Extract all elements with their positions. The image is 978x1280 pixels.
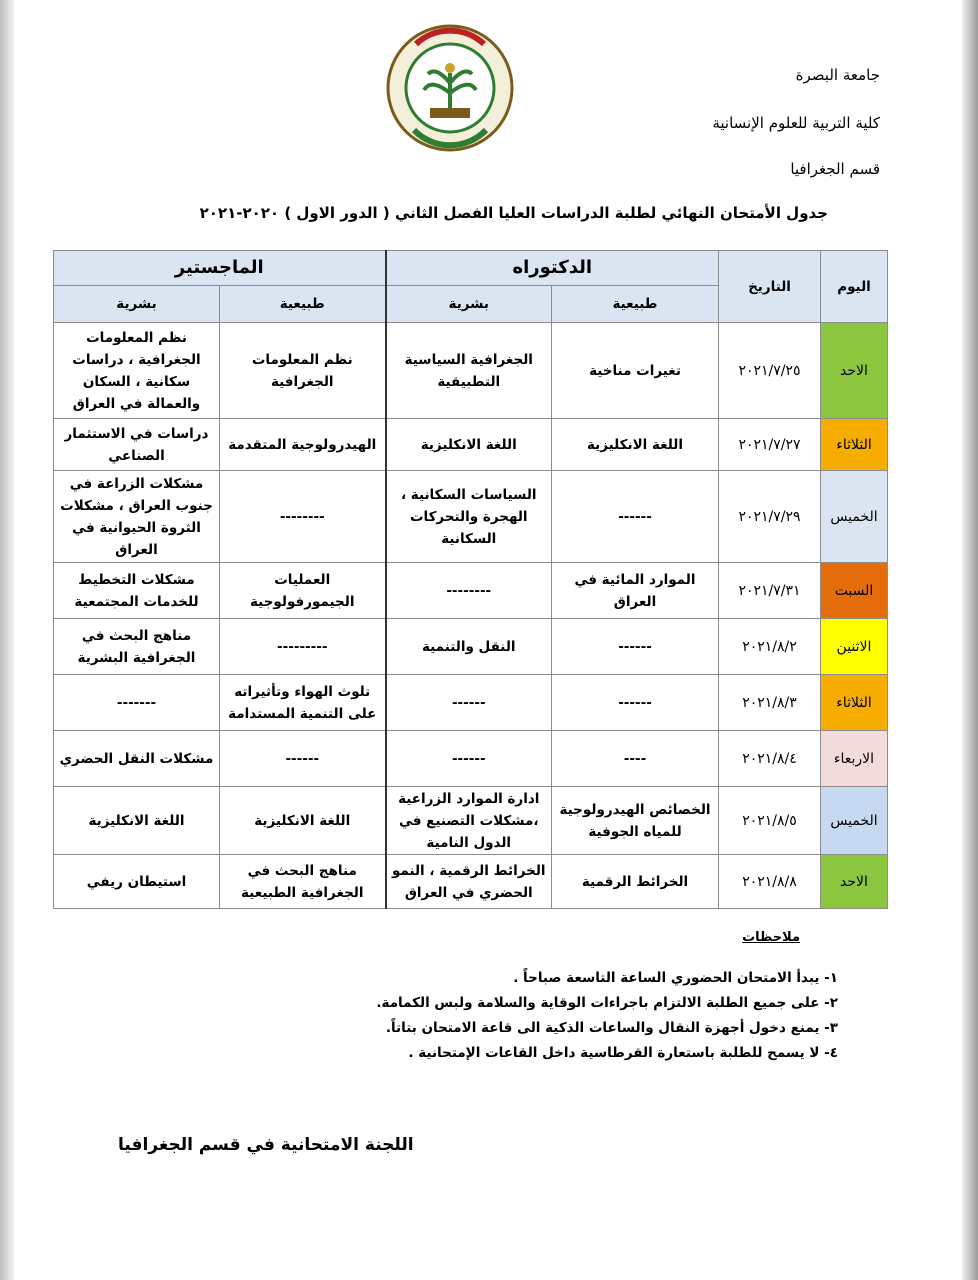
phd-human-cell: السياسات السكانية ، الهجرة والتحركات الس…: [384, 470, 552, 563]
ms-natural-cell: ---------: [219, 618, 386, 675]
header-ms-natural: طبيعية: [219, 285, 386, 323]
day-cell: الاثنين: [820, 618, 888, 675]
page-edge-left: [0, 0, 14, 1280]
phd-human-cell: ادارة الموارد الزراعية ،مشكلات التصنيع ف…: [384, 786, 552, 855]
university-name: جامعة البصرة: [795, 66, 880, 84]
phd-natural-cell: الخرائط الرقمية: [551, 854, 719, 909]
committee-signature: اللجنة الامتحانية في قسم الجغرافيا: [118, 1135, 414, 1155]
date-cell: ٢٠٢١/٨/٢: [718, 618, 821, 675]
date-cell: ٢٠٢١/٧/٢٥: [718, 322, 821, 419]
ms-human-cell: -------: [53, 674, 220, 731]
notes-list: ١- يبدأ الامتحان الحضوري الساعة التاسعة …: [376, 966, 838, 1066]
ms-natural-cell: العمليات الجيمورفولوجية: [219, 562, 386, 619]
ms-human-cell: استيطان ريفي: [53, 854, 220, 909]
ms-natural-cell: الهيدرولوجية المتقدمة: [219, 418, 386, 471]
phd-human-cell: ------: [384, 730, 552, 787]
phd-natural-cell: الموارد المائية في العراق: [551, 562, 719, 619]
date-cell: ٢٠٢١/٧/٢٧: [718, 418, 821, 471]
phd-natural-cell: الخصائص الهيدرولوجية للمياه الجوفية: [551, 786, 719, 855]
phd-human-cell: النقل والتنمية: [384, 618, 552, 675]
note-item: ٢- على جميع الطلبة الالتزام باجراءات الو…: [376, 995, 838, 1011]
college-name: كلية التربية للعلوم الإنسانية: [712, 114, 880, 132]
table-row: الاحد ٢٠٢١/٨/٨ الخرائط الرقمية الخرائط الرق…: [53, 854, 888, 909]
day-cell: الثلاثاء: [820, 674, 888, 731]
phd-natural-cell: تغيرات مناخية: [551, 322, 719, 419]
table-row: الثلاثاء ٢٠٢١/٨/٣ ------ ------ تلوث الهواء …: [53, 674, 888, 731]
ms-human-cell: دراسات في الاستثمار الصناعي: [53, 418, 220, 471]
header-phd-human: بشرية: [384, 285, 552, 323]
phd-human-cell: الخرائط الرقمية ، النمو الحضري في العراق: [384, 854, 552, 909]
day-cell: الخميس: [820, 786, 888, 855]
header-ms-human: بشرية: [53, 285, 220, 323]
page-edge-right: [962, 0, 978, 1280]
document-title: جدول الأمتحان النهائي لطلبة الدراسات الع…: [199, 204, 828, 222]
day-cell: الخميس: [820, 470, 888, 563]
ms-natural-cell: تلوث الهواء وتأثيراته على التنمية المستد…: [219, 674, 386, 731]
college-logo: [386, 24, 514, 152]
ms-human-cell: مشكلات التخطيط للخدمات المجتمعية: [53, 562, 220, 619]
ms-natural-cell: مناهج البحث في الجغرافية الطبيعية: [219, 854, 386, 909]
phd-human-cell: --------: [384, 562, 552, 619]
ms-human-cell: مشكلات النقل الحضري: [53, 730, 220, 787]
header-date: التاريخ: [718, 250, 821, 323]
department-name: قسم الجغرافيا: [790, 160, 880, 178]
header-masters: الماجستير: [53, 250, 386, 286]
phd-natural-cell: اللغة الانكليزية: [551, 418, 719, 471]
date-cell: ٢٠٢١/٨/٨: [718, 854, 821, 909]
table-row: الاثنين ٢٠٢١/٨/٢ ------ النقل والتنمية -----…: [53, 618, 888, 675]
ms-human-cell: اللغة الانكليزية: [53, 786, 220, 855]
phd-human-cell: ------: [384, 674, 552, 731]
ms-natural-cell: ------: [219, 730, 386, 787]
ms-human-cell: مناهج البحث في الجغرافية البشرية: [53, 618, 220, 675]
note-item: ٤- لا يسمح للطلبة باستعارة القرطاسية داخ…: [408, 1045, 838, 1061]
header-phd-natural: طبيعية: [551, 285, 719, 323]
date-cell: ٢٠٢١/٧/٣١: [718, 562, 821, 619]
ms-human-cell: مشكلات الزراعة في جنوب العراق ، مشكلات ا…: [53, 470, 220, 563]
phd-natural-cell: ------: [551, 470, 719, 563]
ms-natural-cell: اللغة الانكليزية: [219, 786, 386, 855]
phd-human-cell: الجغرافية السياسية التطبيقية: [384, 322, 552, 419]
ms-natural-cell: --------: [219, 470, 386, 563]
note-item: ٣- يمنع دخول أجهزة النقال والساعات الذكي…: [385, 1020, 838, 1036]
table-row: الخميس ٢٠٢١/٨/٥ الخصائص الهيدرولوجية للميا…: [53, 786, 888, 855]
date-cell: ٢٠٢١/٨/٥: [718, 786, 821, 855]
table-row: الخميس ٢٠٢١/٧/٢٩ ------ السياسات السكانية ،…: [53, 470, 888, 563]
header-day: اليوم: [820, 250, 888, 323]
table-row: الاحد ٢٠٢١/٧/٢٥ تغيرات مناخية الجغرافية الس…: [53, 322, 888, 419]
day-cell: الثلاثاء: [820, 418, 888, 471]
date-cell: ٢٠٢١/٨/٣: [718, 674, 821, 731]
day-cell: الاربعاء: [820, 730, 888, 787]
notes-heading: ملاحظات: [742, 930, 800, 945]
note-item: ١- يبدأ الامتحان الحضوري الساعة التاسعة …: [513, 970, 838, 986]
date-cell: ٢٠٢١/٨/٤: [718, 730, 821, 787]
date-cell: ٢٠٢١/٧/٢٩: [718, 470, 821, 563]
table-row: الثلاثاء ٢٠٢١/٧/٢٧ اللغة الانكليزية اللغة ا…: [53, 418, 888, 471]
table-row: السبت ٢٠٢١/٧/٣١ الموارد المائية في العراق -…: [53, 562, 888, 619]
exam-schedule-table: اليوم التاريخ الدكتوراه الماجستير طبيعية…: [53, 250, 888, 909]
day-cell: الاحد: [820, 322, 888, 419]
phd-natural-cell: ------: [551, 674, 719, 731]
phd-natural-cell: ------: [551, 618, 719, 675]
header-phd: الدكتوراه: [384, 250, 719, 286]
day-cell: السبت: [820, 562, 888, 619]
ms-human-cell: نظم المعلومات الجغرافية ، دراسات سكانية …: [53, 322, 220, 419]
phd-human-cell: اللغة الانكليزية: [384, 418, 552, 471]
day-cell: الاحد: [820, 854, 888, 909]
phd-natural-cell: ----: [551, 730, 719, 787]
table-row: الاربعاء ٢٠٢١/٨/٤ ---- ------ ------ مشكلات ا…: [53, 730, 888, 787]
ms-natural-cell: نظم المعلومات الجغرافية: [219, 322, 386, 419]
